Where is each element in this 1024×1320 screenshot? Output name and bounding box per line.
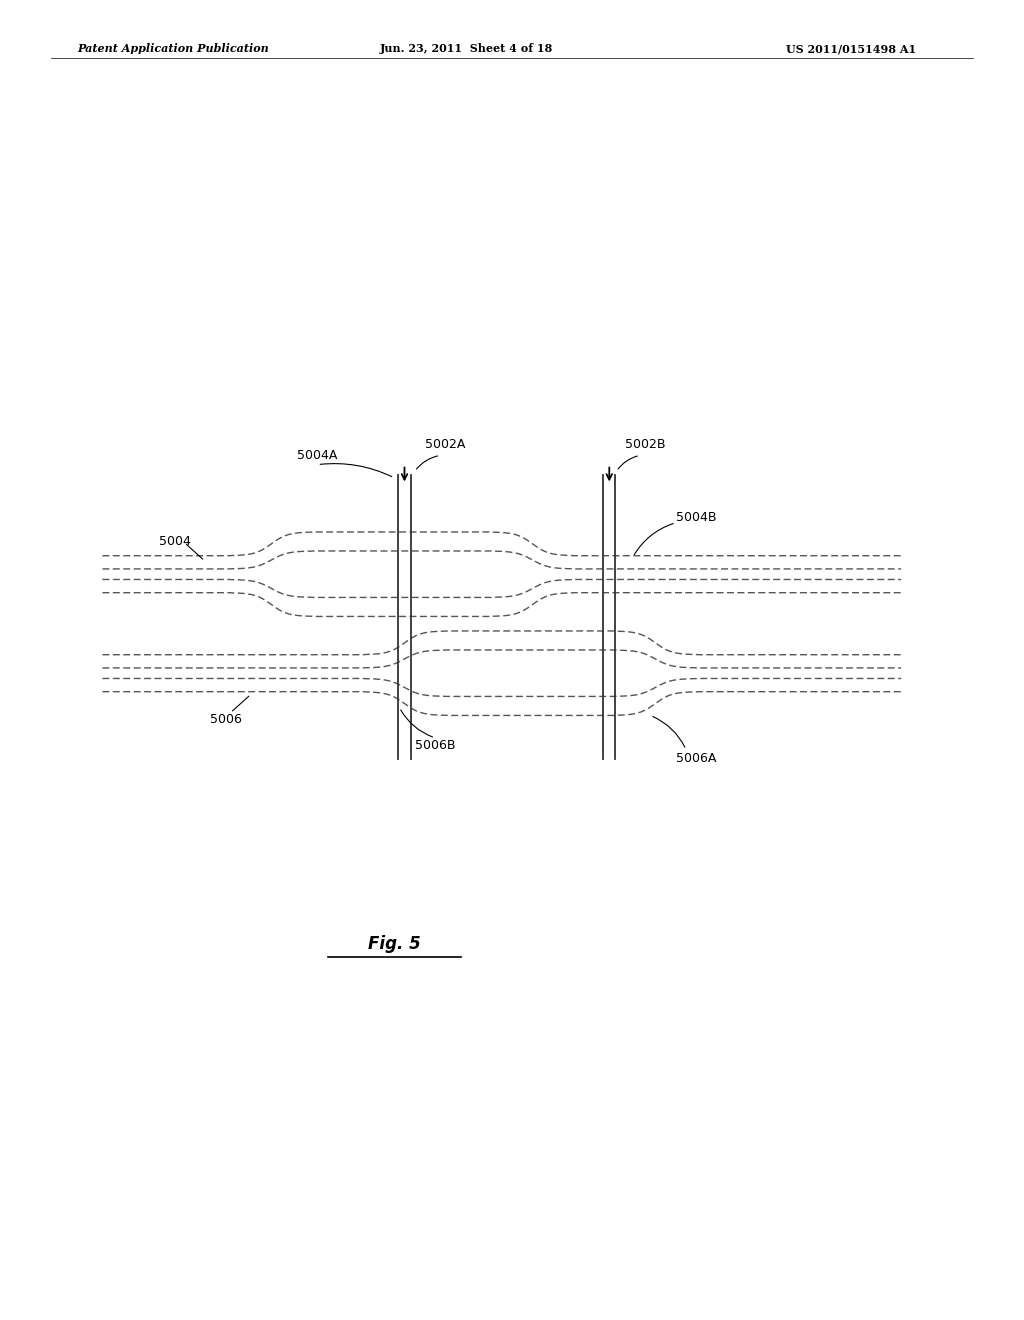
Text: Jun. 23, 2011  Sheet 4 of 18: Jun. 23, 2011 Sheet 4 of 18 [379, 44, 553, 54]
Text: 5004: 5004 [159, 535, 190, 548]
Text: 5006B: 5006B [415, 739, 456, 752]
Text: Fig. 5: Fig. 5 [368, 935, 421, 953]
Text: 5004B: 5004B [676, 511, 717, 524]
Text: 5002B: 5002B [625, 438, 666, 451]
Text: 5006A: 5006A [676, 752, 716, 766]
Text: US 2011/0151498 A1: US 2011/0151498 A1 [786, 44, 916, 54]
Text: 5002A: 5002A [425, 438, 465, 451]
Text: 5006: 5006 [210, 713, 242, 726]
Text: 5004A: 5004A [297, 449, 337, 462]
Text: Patent Application Publication: Patent Application Publication [77, 44, 268, 54]
